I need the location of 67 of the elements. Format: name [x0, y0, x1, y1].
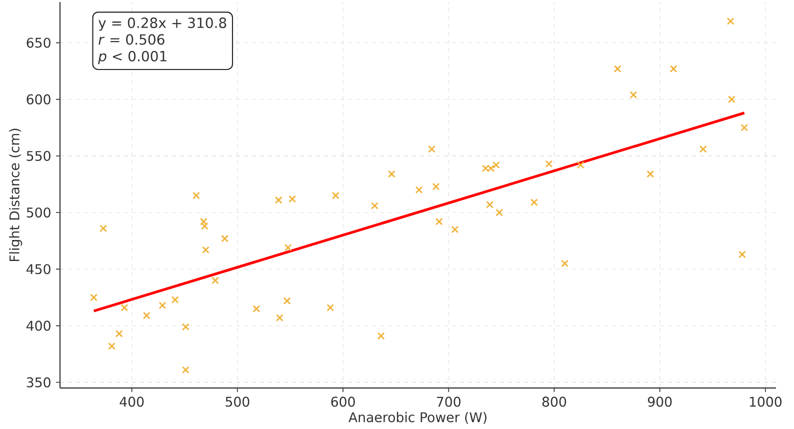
point [561, 260, 569, 268]
point [740, 124, 748, 132]
point [496, 208, 504, 216]
point [221, 234, 228, 242]
x-tick-label: 1000 [750, 396, 782, 407]
point [120, 304, 128, 312]
y-tick-label: 450 [26, 264, 50, 274]
x-tick-label: 900 [648, 396, 672, 407]
point [451, 226, 459, 234]
point [288, 195, 296, 203]
point [142, 312, 150, 320]
point [182, 366, 190, 374]
point [115, 330, 123, 338]
point [192, 192, 200, 200]
point [614, 65, 622, 73]
point [670, 65, 678, 73]
point [435, 218, 443, 226]
point [699, 145, 707, 153]
point [274, 196, 282, 204]
point [252, 305, 260, 312]
point [370, 202, 378, 210]
y-tick-label: 400 [26, 320, 50, 331]
y-tick-label: 500 [26, 207, 50, 218]
point [90, 294, 98, 302]
y-tick-label: 550 [26, 150, 50, 161]
x-tick-label: 700 [436, 396, 460, 407]
point [646, 170, 654, 178]
point [100, 224, 108, 232]
point [486, 200, 494, 208]
point [530, 198, 538, 206]
point [630, 91, 638, 99]
y-tick-label: 600 [26, 94, 50, 104]
y-axis-title: Flight Distance (cm) [9, 128, 22, 262]
point [211, 276, 219, 284]
point [738, 250, 746, 258]
point [182, 323, 190, 331]
point [432, 182, 440, 190]
point [108, 342, 116, 350]
point [332, 192, 340, 200]
point [377, 332, 385, 340]
annotation: p < 0.001 [98, 50, 166, 64]
point [545, 160, 553, 168]
point [326, 304, 334, 312]
x-tick-label: 800 [542, 396, 566, 407]
y-tick-label: 350 [26, 377, 50, 388]
point [388, 170, 396, 178]
annotation: r = 0.506 [98, 34, 164, 45]
x-tick-label: 500 [226, 396, 250, 407]
x-axis-title: Anaerobic Power (W) [348, 412, 486, 424]
point [415, 186, 423, 194]
point [728, 96, 736, 104]
x-tick-label: 600 [331, 396, 355, 407]
point [284, 244, 292, 252]
y-tick-label: 650 [26, 38, 50, 48]
point [576, 161, 584, 169]
point [171, 296, 179, 304]
point [200, 222, 208, 230]
point [158, 302, 166, 310]
annotation: y = 0.28x + 310.8 [98, 18, 226, 31]
point [276, 314, 284, 322]
point [428, 145, 436, 153]
point [283, 297, 291, 305]
point [492, 161, 500, 169]
x-tick-label: 400 [120, 396, 144, 407]
point [726, 17, 734, 25]
point [202, 246, 210, 254]
point [200, 218, 208, 226]
